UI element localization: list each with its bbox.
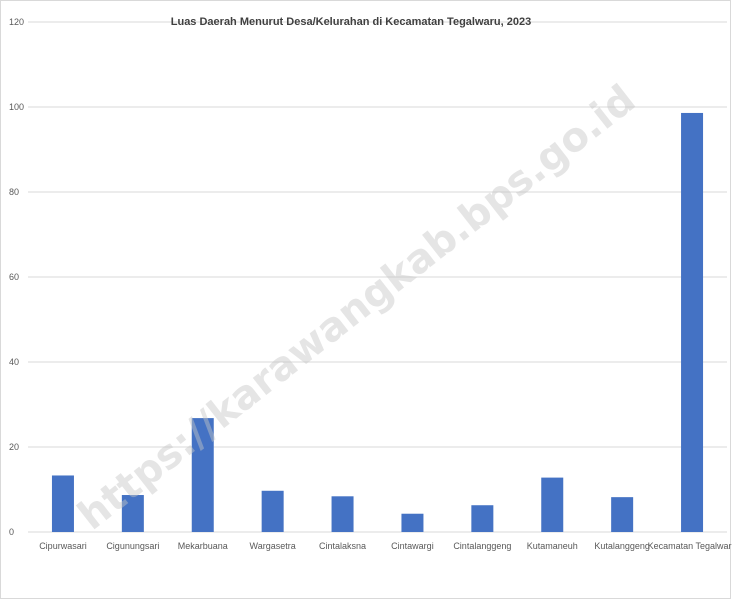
x-tick-label: Cipurwasari <box>39 541 87 551</box>
x-tick-label: Cintalanggeng <box>453 541 511 551</box>
bar-cintalanggeng <box>471 505 494 532</box>
y-tick-label: 120 <box>9 17 24 27</box>
x-tick-label: Kecamatan Tegalwaru <box>648 541 732 551</box>
y-tick-label: 40 <box>9 357 19 367</box>
bar-cipurwasari <box>51 475 74 532</box>
bar-kutamaneuh <box>541 477 564 532</box>
bar-kutalanggeng <box>611 497 634 532</box>
bars <box>51 112 704 532</box>
x-tick-label: Kutamaneuh <box>527 541 578 551</box>
x-tick-label: Mekarbuana <box>178 541 228 551</box>
chart-title: Luas Daerah Menurut Desa/Kelurahan di Ke… <box>171 16 531 28</box>
x-tick-label: Kutalanggeng <box>594 541 650 551</box>
y-tick-label: 0 <box>9 527 14 537</box>
gridlines <box>28 21 727 533</box>
x-tick-label: Cigunungsari <box>106 541 159 551</box>
bar-cigunungsari <box>121 495 144 532</box>
x-axis-ticks: Cipurwasari Cigunungsari Mekarbuana Wargase… <box>39 541 732 551</box>
watermark: https://karawangkab.bps.go.id <box>70 76 644 539</box>
y-tick-label: 100 <box>9 102 24 112</box>
bar-kecamatan-tegalwaru <box>681 112 704 532</box>
x-tick-label: Cintawargi <box>391 541 434 551</box>
bar-mekarbuana <box>191 418 214 532</box>
y-tick-label: 80 <box>9 187 19 197</box>
y-tick-label: 20 <box>9 442 19 452</box>
bar-cintawargi <box>401 513 424 532</box>
x-tick-label: Cintalaksna <box>319 541 366 551</box>
y-axis-ticks: 0 20 40 60 80 100 120 <box>9 17 24 537</box>
bar-cintalaksna <box>331 496 354 532</box>
x-tick-label: Wargasetra <box>250 541 296 551</box>
bar-wargasetra <box>261 490 284 532</box>
y-tick-label: 60 <box>9 272 19 282</box>
